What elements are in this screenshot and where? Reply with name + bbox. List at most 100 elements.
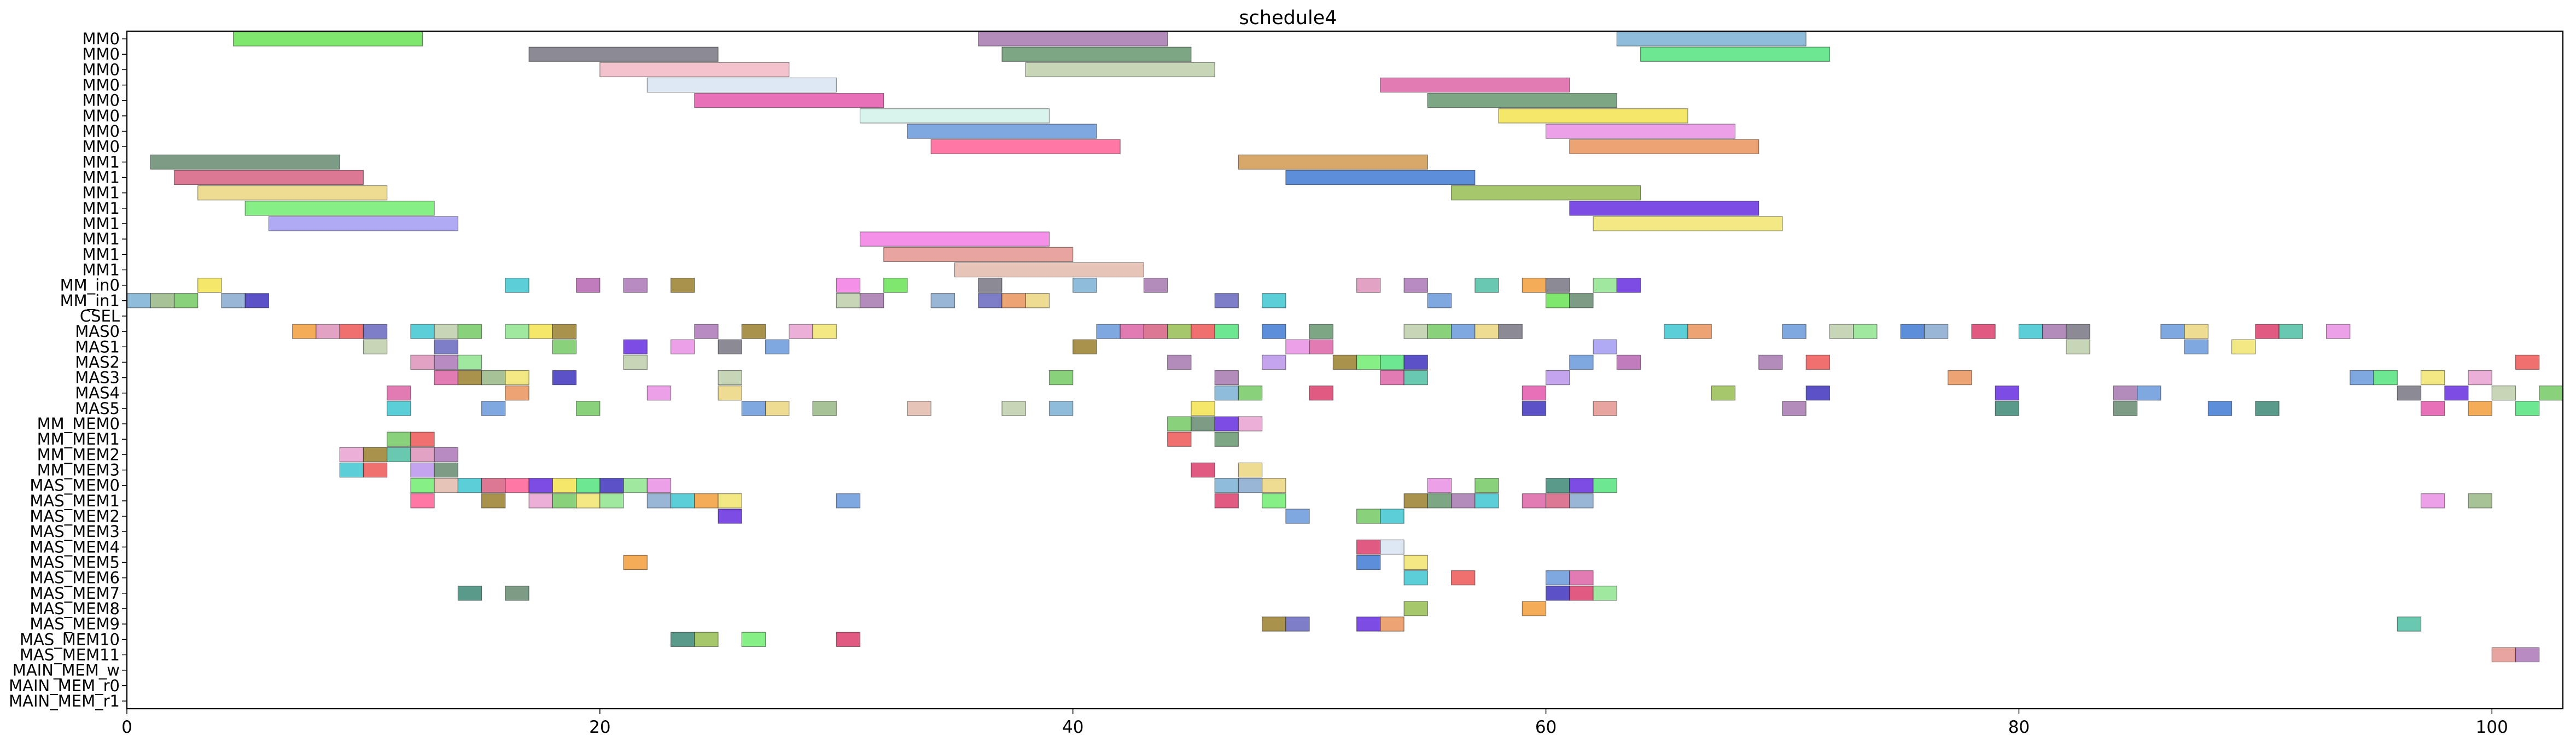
row-label: MM0: [83, 91, 120, 110]
task-bar: [670, 493, 695, 509]
x-tick-label: 80: [2008, 717, 2030, 737]
task-bar: [1545, 477, 1570, 493]
task-bar: [741, 632, 766, 647]
row-label: MAS2: [75, 353, 120, 371]
task-bar: [1782, 324, 1806, 339]
task-bar: [1569, 201, 1759, 216]
task-bar: [481, 477, 506, 493]
task-bar: [150, 154, 340, 170]
task-bar: [718, 386, 742, 401]
row-label: MAS_MEM8: [30, 599, 120, 618]
task-bar: [859, 231, 1050, 247]
task-bar: [1285, 339, 1310, 354]
task-bar: [1143, 324, 1168, 339]
task-bar: [718, 339, 742, 354]
task-bar: [1380, 509, 1404, 524]
task-bar: [1427, 93, 1617, 108]
task-bar: [505, 370, 529, 386]
task-bar: [1238, 477, 1263, 493]
task-bar: [457, 370, 482, 386]
row-label: MM_MEM1: [37, 430, 120, 448]
task-bar: [1214, 431, 1239, 447]
row-label: MAS_MEM0: [30, 476, 120, 495]
task-bar: [1522, 493, 1547, 509]
task-bar: [1167, 354, 1192, 370]
task-bar: [1167, 416, 1192, 431]
task-bar: [1427, 493, 1452, 509]
task-bar: [1356, 539, 1381, 555]
task-bar: [1569, 139, 1759, 154]
task-bar: [883, 277, 908, 293]
task-bar: [623, 477, 648, 493]
task-bar: [907, 401, 931, 416]
task-bar: [1380, 370, 1404, 386]
task-bar: [505, 586, 529, 601]
task-bar: [599, 62, 790, 78]
task-bar: [1073, 277, 1097, 293]
task-bar: [1262, 616, 1286, 632]
task-bar: [457, 354, 482, 370]
task-bar: [1380, 77, 1570, 93]
task-bar: [1048, 370, 1074, 386]
task-bar: [1971, 324, 1996, 339]
row-label: MM1: [83, 245, 120, 264]
task-bar: [1238, 154, 1428, 170]
task-bar: [812, 401, 837, 416]
task-bar: [1545, 124, 1736, 139]
row-label: MM1: [83, 153, 120, 171]
task-bar: [434, 447, 458, 463]
task-bar: [1403, 555, 1428, 570]
task-bar: [481, 370, 506, 386]
row-label: MM1: [83, 214, 120, 233]
task-bar: [670, 277, 695, 293]
row-label: MM1: [83, 199, 120, 218]
task-bar: [2373, 370, 2398, 386]
task-bar: [552, 493, 577, 509]
task-bar: [232, 31, 423, 46]
task-bar: [1569, 293, 1594, 308]
task-bar: [2184, 324, 2208, 339]
task-bar: [1475, 477, 1499, 493]
task-bar: [410, 477, 435, 493]
task-bar: [1214, 324, 1239, 339]
task-bar: [339, 462, 364, 478]
task-bar: [434, 370, 458, 386]
task-bar: [670, 632, 695, 647]
task-bar: [363, 447, 388, 463]
task-bar: [718, 493, 742, 509]
row-label: MAS5: [75, 399, 120, 418]
task-bar: [2066, 324, 2090, 339]
x-tick-label: 60: [1535, 717, 1557, 737]
row-label: MAS_MEM9: [30, 615, 120, 633]
task-bar: [1829, 324, 1854, 339]
task-bar: [1285, 170, 1476, 185]
task-bar: [718, 509, 742, 524]
task-bar: [1214, 416, 1239, 431]
task-bar: [1545, 370, 1570, 386]
task-bar: [1569, 493, 1594, 509]
task-bar: [836, 277, 861, 293]
task-bar: [1143, 277, 1168, 293]
task-bar: [505, 277, 529, 293]
task-bar: [646, 77, 837, 93]
row-label: MM1: [83, 260, 120, 279]
row-label: MM_MEM2: [37, 445, 120, 464]
task-bar: [1593, 216, 1783, 231]
task-bar: [2255, 401, 2280, 416]
task-bar: [1191, 401, 1215, 416]
task-bar: [836, 493, 861, 509]
task-bar: [2350, 370, 2374, 386]
task-bar: [410, 462, 435, 478]
task-bar: [363, 339, 388, 354]
task-bar: [1450, 324, 1476, 339]
x-axis: 0 20 40 60 80 100: [121, 709, 2508, 737]
task-bar: [1191, 462, 1215, 478]
row-label: MAS_MEM10: [20, 630, 120, 649]
task-bar: [1805, 386, 1831, 401]
task-bar: [410, 354, 435, 370]
task-bar: [173, 170, 364, 185]
task-bar: [1805, 354, 1831, 370]
task-bar: [1167, 324, 1192, 339]
task-bar: [2515, 647, 2540, 663]
